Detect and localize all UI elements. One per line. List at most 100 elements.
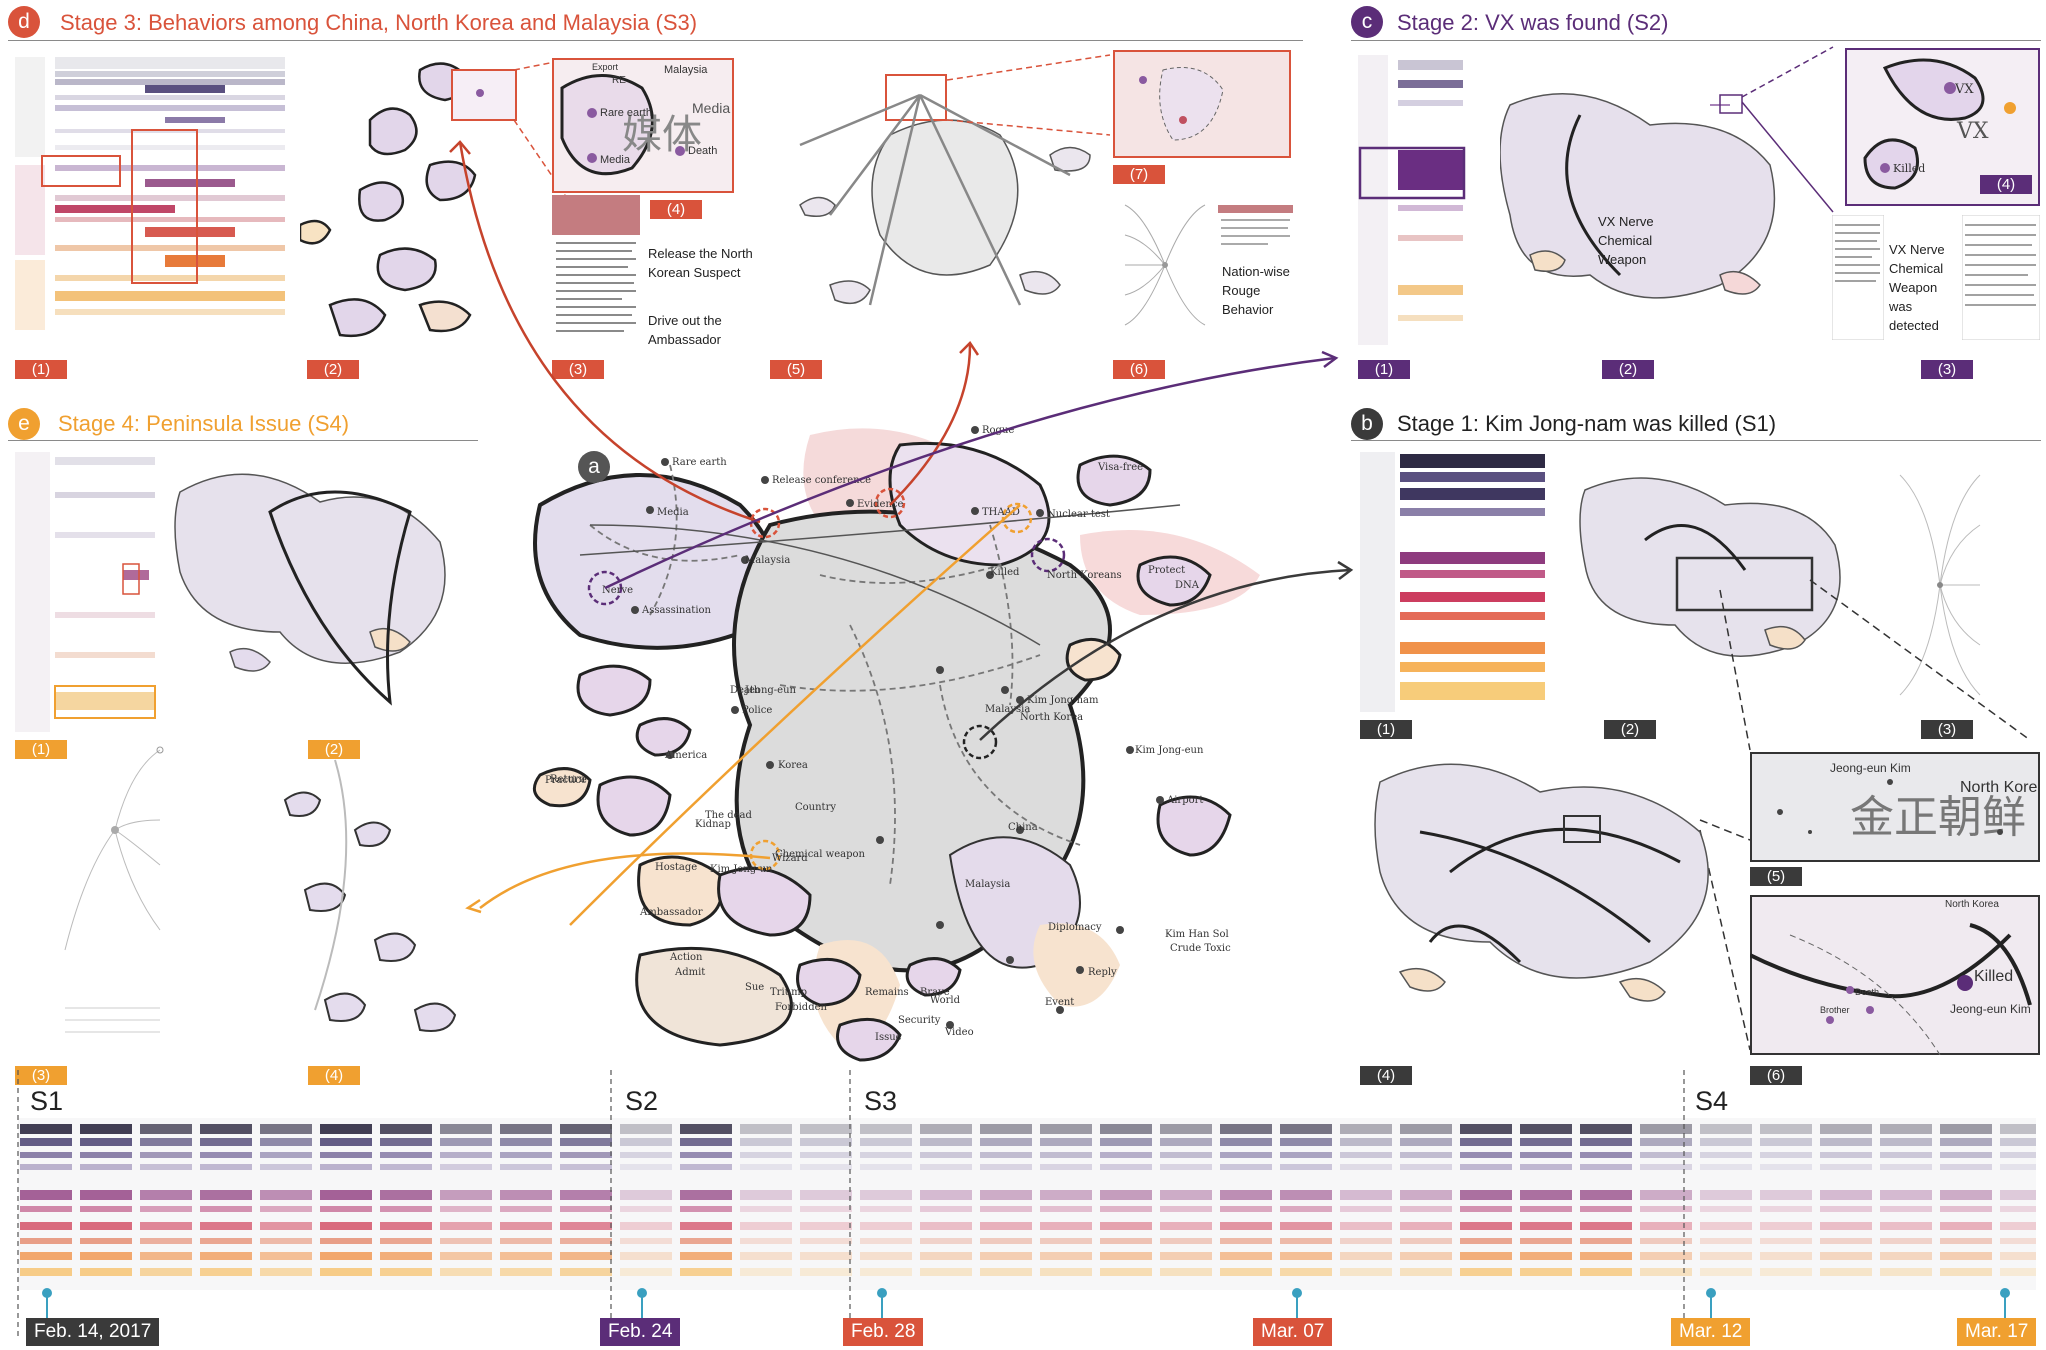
timeline-cell bbox=[320, 1152, 372, 1158]
timeline-cell bbox=[1520, 1190, 1572, 1200]
timeline-cell bbox=[1640, 1190, 1692, 1200]
stage-c-tag-3: (3) bbox=[1921, 360, 1973, 379]
timeline-cell bbox=[140, 1124, 192, 1134]
timeline-cell bbox=[860, 1238, 912, 1244]
timeline-cell bbox=[440, 1222, 492, 1230]
stage-d-tag-7: (7) bbox=[1113, 165, 1165, 184]
timeline-cell bbox=[1520, 1124, 1572, 1134]
timeline-cell bbox=[500, 1164, 552, 1170]
date-pin-feb28 bbox=[881, 1292, 883, 1318]
timeline-cell bbox=[1400, 1222, 1452, 1230]
timeline-cell bbox=[860, 1268, 912, 1276]
stage-b-tag-3: (3) bbox=[1921, 720, 1973, 739]
timeline-cell bbox=[2000, 1190, 2036, 1200]
timeline-cell bbox=[80, 1124, 132, 1134]
timeline-cell bbox=[740, 1164, 792, 1170]
timeline-stage-s3: S3 bbox=[864, 1086, 898, 1116]
timeline-cell bbox=[680, 1238, 732, 1244]
svg-text:VX: VX bbox=[1956, 119, 1989, 144]
svg-text:Jeong-eun Kim: Jeong-eun Kim bbox=[1950, 1002, 2031, 1016]
timeline-cell bbox=[1820, 1252, 1872, 1260]
timeline-cell bbox=[1700, 1222, 1752, 1230]
stage-e-tag-3: (3) bbox=[15, 1066, 67, 1085]
timeline-cell bbox=[920, 1152, 972, 1158]
map-label: Malaysia bbox=[985, 704, 1030, 715]
map-label: North Korea bbox=[1020, 712, 1083, 723]
timeline-cell bbox=[680, 1222, 732, 1230]
map-label: Killed bbox=[990, 567, 1020, 578]
timeline-cell bbox=[1340, 1138, 1392, 1146]
timeline-cell bbox=[2000, 1222, 2036, 1230]
timeline-cell bbox=[1160, 1190, 1212, 1200]
timeline-cell bbox=[1880, 1152, 1932, 1158]
timeline-cell bbox=[1880, 1190, 1932, 1200]
timeline-cell bbox=[1580, 1138, 1632, 1146]
timeline-cell bbox=[1040, 1190, 1092, 1200]
map-label: Police bbox=[742, 705, 772, 716]
timeline-cell bbox=[800, 1268, 852, 1276]
timeline-cell bbox=[1280, 1164, 1332, 1170]
timeline-cell bbox=[1760, 1206, 1812, 1212]
timeline-cell bbox=[80, 1206, 132, 1212]
stage-b-zoom-5: 金正朝鲜 Jeong-eun Kim North Korea bbox=[1750, 752, 2040, 862]
timeline-cell bbox=[1040, 1138, 1092, 1146]
timeline-cell bbox=[620, 1268, 672, 1276]
timeline-cell bbox=[140, 1252, 192, 1260]
stage-d-tag-6: (6) bbox=[1113, 360, 1165, 379]
timeline-cell bbox=[1580, 1124, 1632, 1134]
timeline-cell bbox=[1940, 1206, 1992, 1212]
stage-e-map-small bbox=[283, 759, 457, 1032]
timeline-cell bbox=[500, 1238, 552, 1244]
timeline-cell bbox=[1040, 1124, 1092, 1134]
timeline-cell bbox=[1520, 1268, 1572, 1276]
map-focus-markers bbox=[587, 487, 1066, 871]
timeline-cell bbox=[200, 1164, 252, 1170]
timeline-cell bbox=[1640, 1152, 1692, 1158]
timeline-cell bbox=[20, 1164, 72, 1170]
stage-d-tag-4: (4) bbox=[650, 200, 702, 219]
timeline-cell bbox=[1340, 1222, 1392, 1230]
timeline-cell bbox=[680, 1124, 732, 1134]
timeline-cell bbox=[620, 1124, 672, 1134]
timeline-cell bbox=[500, 1124, 552, 1134]
timeline-cell bbox=[1940, 1152, 1992, 1158]
stage-d-map-highlight bbox=[885, 74, 947, 121]
timeline-cell bbox=[860, 1222, 912, 1230]
timeline-cell bbox=[140, 1164, 192, 1170]
stage-c-badge: c bbox=[1351, 6, 1383, 38]
timeline-cell bbox=[200, 1222, 252, 1230]
timeline-cell bbox=[1640, 1252, 1692, 1260]
map-label: Diplomacy bbox=[1048, 922, 1102, 933]
stage-c-heatmap bbox=[1358, 55, 1466, 345]
map-islands bbox=[532, 454, 1232, 1062]
svg-text:North Korea: North Korea bbox=[1960, 779, 2040, 796]
timeline-cell bbox=[560, 1238, 612, 1244]
stage-d-news-snippet bbox=[1218, 205, 1293, 245]
timeline-cell bbox=[140, 1152, 192, 1158]
timeline-cell bbox=[980, 1238, 1032, 1244]
timeline-cell bbox=[920, 1238, 972, 1244]
date-pin-feb24 bbox=[641, 1292, 643, 1318]
timeline-cell bbox=[260, 1124, 312, 1134]
timeline-cell bbox=[1040, 1206, 1092, 1212]
timeline-cell bbox=[500, 1252, 552, 1260]
timeline-cell bbox=[1520, 1138, 1572, 1146]
stage-c-zoom-4: VX VX Killed bbox=[1845, 48, 2040, 206]
timeline-cell bbox=[140, 1222, 192, 1230]
timeline-cell bbox=[980, 1124, 1032, 1134]
timeline-cell bbox=[260, 1268, 312, 1276]
timeline-cell bbox=[200, 1206, 252, 1212]
timeline-cell bbox=[620, 1152, 672, 1158]
stage-d-tag-2: (2) bbox=[307, 360, 359, 379]
timeline-cell bbox=[500, 1190, 552, 1200]
date-pin-mar07 bbox=[1296, 1292, 1298, 1318]
svg-text:媒体: 媒体 bbox=[622, 112, 702, 158]
timeline-cell bbox=[320, 1190, 372, 1200]
stage-d-map-links bbox=[799, 74, 1091, 306]
timeline-cell bbox=[800, 1164, 852, 1170]
arrow-to-stage-e-1 bbox=[569, 504, 1021, 926]
timeline-cell bbox=[740, 1238, 792, 1244]
timeline-cell bbox=[980, 1222, 1032, 1230]
date-label-mar17: Mar. 17 bbox=[1957, 1318, 2037, 1346]
timeline-cell bbox=[1100, 1268, 1152, 1276]
